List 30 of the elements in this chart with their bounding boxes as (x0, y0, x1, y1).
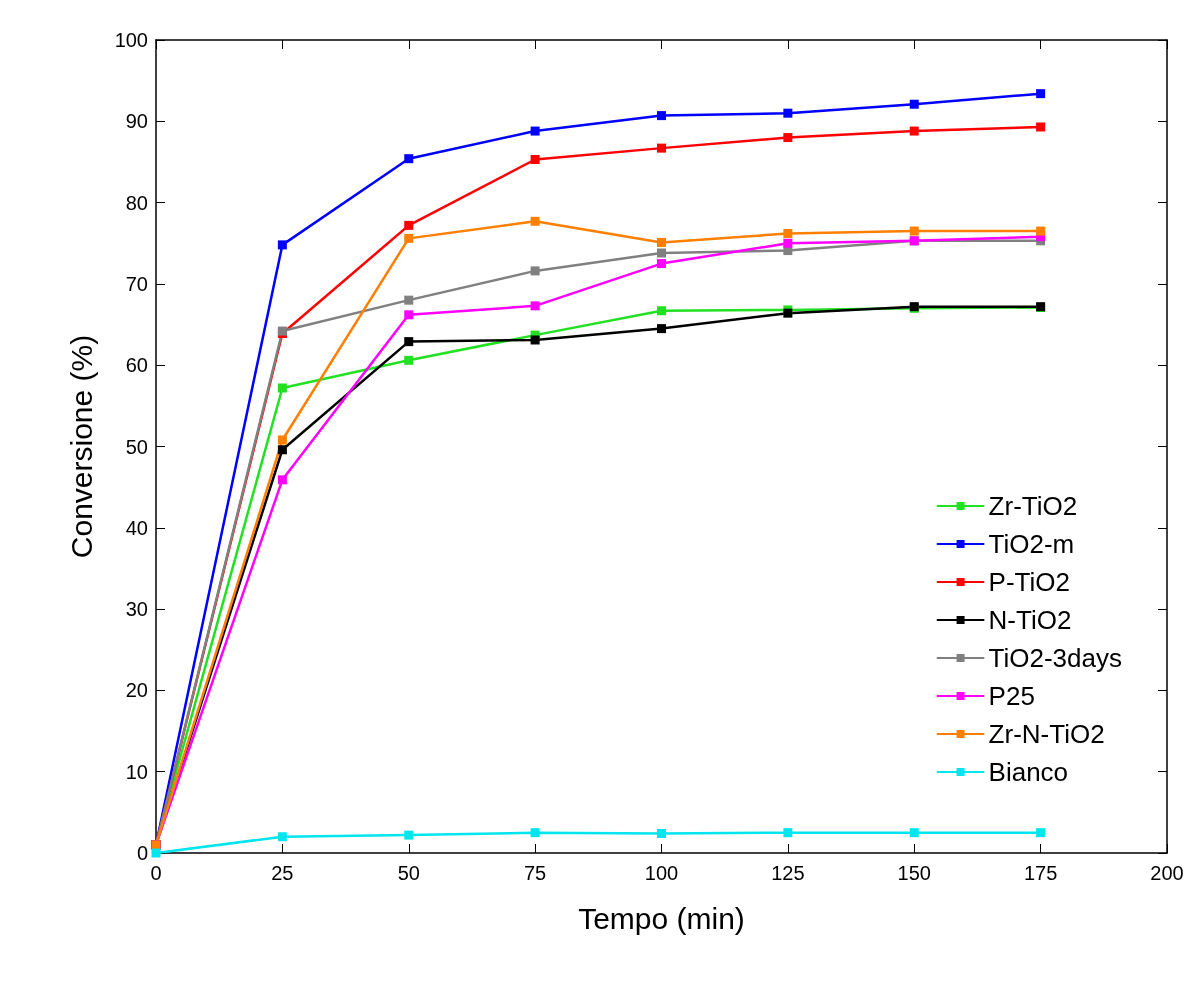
y-tick-label: 70 (125, 272, 148, 295)
x-tick-label: 200 (1150, 862, 1184, 884)
x-tick-label: 50 (397, 862, 420, 884)
y-tick-label: 20 (125, 679, 148, 702)
y-tick-label: 30 (125, 598, 148, 621)
x-tick-label: 100 (644, 862, 679, 884)
y-tick-label: 0 (136, 842, 148, 864)
legend-label: N-TiO2 (988, 605, 1072, 635)
legend-label: P25 (988, 681, 1035, 711)
x-tick-label: 75 (524, 862, 547, 884)
x-tick-label: 175 (1023, 862, 1058, 884)
legend-label: P-TiO2 (988, 567, 1070, 597)
y-axis-title: Conversione (%) (64, 334, 98, 559)
x-tick-label: 0 (150, 862, 162, 884)
y-tick-label: 100 (114, 29, 148, 51)
legend-label: Zr-N-TiO2 (988, 719, 1105, 749)
y-tick-label: 60 (125, 354, 148, 377)
y-tick-label: 40 (125, 516, 148, 539)
legend-label: TiO2-m (988, 529, 1075, 559)
x-tick-label: 150 (897, 862, 931, 884)
y-tick-label: 80 (125, 191, 148, 214)
legend-label: TiO2-3days (988, 643, 1123, 673)
legend-label: Zr-TiO2 (988, 491, 1078, 521)
y-tick-label: 10 (125, 760, 148, 783)
x-axis-title: Tempo (min) (578, 901, 745, 935)
x-tick-label: 25 (271, 862, 294, 884)
legend-label: Bianco (988, 757, 1069, 787)
y-tick-label: 50 (125, 435, 148, 458)
x-tick-label: 125 (771, 862, 805, 884)
y-tick-label: 90 (125, 110, 148, 133)
